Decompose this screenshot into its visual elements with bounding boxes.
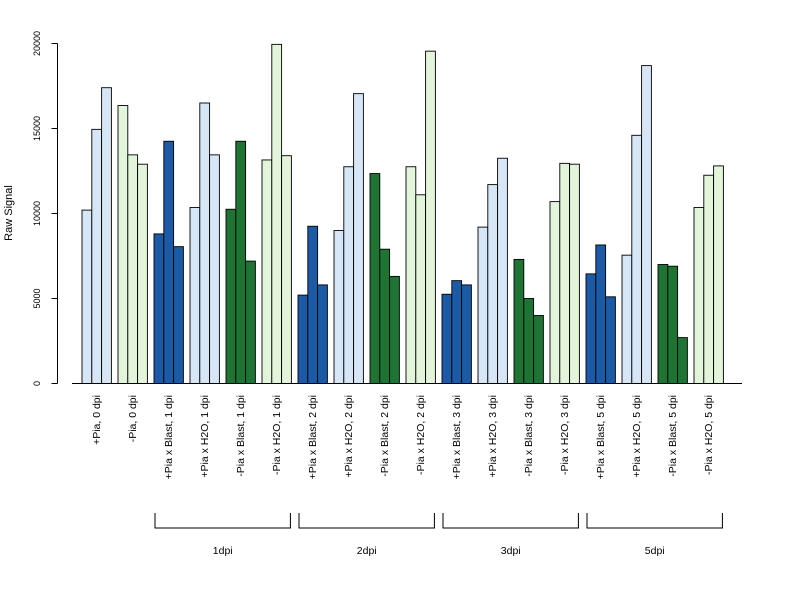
y-tick-label: 15000: [32, 116, 42, 141]
group-label: 1dpi: [213, 545, 233, 557]
x-tick-label: -Pia x H2O, 1 dpi: [271, 395, 283, 475]
x-tick-label: -Pia x H2O, 2 dpi: [415, 395, 427, 475]
bar: [405, 166, 417, 384]
bar: [569, 163, 580, 384]
group-bracket: [154, 513, 291, 529]
bar: [209, 154, 220, 384]
bar: [595, 244, 607, 384]
bar: [703, 174, 715, 384]
bar: [549, 201, 561, 384]
x-tick-label: -Pia x H2O, 3 dpi: [559, 395, 571, 475]
x-tick-label: -Pia x H2O, 5 dpi: [703, 395, 715, 475]
bar: [307, 225, 319, 384]
group-label: 3dpi: [501, 545, 521, 557]
y-axis-label: Raw Signal: [3, 185, 15, 241]
x-tick-label: +Pia x Blast, 2 dpi: [307, 395, 319, 479]
bar: [441, 293, 453, 384]
bar: [261, 159, 273, 384]
bar: [379, 248, 391, 384]
bar: [641, 65, 652, 384]
x-tick-label: +Pia x H2O, 1 dpi: [199, 395, 211, 478]
x-tick-label: -Pia x Blast, 1 dpi: [235, 395, 247, 477]
x-tick-label: +Pia x H2O, 3 dpi: [487, 395, 499, 478]
bar: [425, 50, 436, 384]
bar: [451, 280, 463, 384]
x-tick-label: -Pia, 0 dpi: [127, 395, 139, 442]
y-axis: 0 5000 10000 15000 20000: [32, 31, 58, 386]
bar: [225, 208, 237, 384]
bar: [523, 298, 535, 384]
bar: [101, 87, 112, 384]
bar: [605, 296, 616, 384]
bar: [281, 155, 292, 384]
x-tick-label: +Pia x Blast, 5 dpi: [595, 395, 607, 479]
x-tick-label: -Pia x Blast, 3 dpi: [523, 395, 535, 477]
bar: [173, 246, 184, 384]
bar: [477, 226, 489, 384]
group-label: 2dpi: [357, 545, 377, 557]
bar: [297, 294, 309, 384]
category-labels: +Pia, 0 dpi -Pia, 0 dpi +Pia x Blast, 1 dp…: [91, 395, 715, 479]
bar: [713, 165, 724, 384]
x-tick-label: +Pia x Blast, 3 dpi: [451, 395, 463, 479]
bar: [81, 209, 93, 384]
bar: [621, 254, 633, 384]
y-tick-label: 10000: [32, 201, 42, 226]
x-tick-label: -Pia x Blast, 5 dpi: [667, 395, 679, 477]
x-tick-label: +Pia x H2O, 2 dpi: [343, 395, 355, 478]
bar: [677, 337, 688, 384]
bar: [189, 207, 201, 384]
bar: [271, 43, 283, 384]
bar: [127, 154, 139, 384]
bar: [461, 284, 472, 384]
bar: [235, 140, 247, 384]
x-tick-label: +Pia, 0 dpi: [91, 395, 103, 445]
bar: [585, 273, 597, 384]
y-tick-label: 0: [32, 381, 42, 386]
bar: [533, 315, 544, 384]
x-tick-label: -Pia x Blast, 2 dpi: [379, 395, 391, 477]
y-tick-label: 5000: [32, 288, 42, 308]
group-label: 5dpi: [645, 545, 665, 557]
group-bracket: [298, 513, 435, 529]
x-tick-label: +Pia x H2O, 5 dpi: [631, 395, 643, 478]
bar: [693, 207, 705, 384]
bar: [559, 162, 571, 384]
bar: [487, 184, 499, 384]
bar: [199, 102, 211, 384]
bar: [389, 275, 400, 384]
bar: [415, 194, 427, 384]
bar: [631, 134, 643, 384]
bar: [353, 93, 364, 384]
group-bracket: [586, 513, 723, 529]
bar: [369, 173, 381, 384]
bar: [317, 284, 328, 384]
bar: [333, 230, 345, 384]
bar: [153, 233, 165, 384]
bar: [343, 166, 355, 384]
bar: [497, 157, 508, 384]
bars: [81, 43, 724, 384]
y-tick-label: 20000: [32, 31, 42, 56]
bar: [91, 128, 103, 384]
x-tick-label: +Pia x Blast, 1 dpi: [163, 395, 175, 479]
bar: [163, 140, 175, 384]
bar: [513, 258, 525, 384]
group-brackets: 1dpi 2dpi 3dpi 5dpi: [154, 513, 723, 557]
group-bracket: [442, 513, 579, 529]
bar: [117, 105, 129, 384]
bar: [667, 265, 679, 384]
bar: [657, 264, 669, 384]
bar: [137, 163, 148, 384]
bar: [245, 260, 256, 384]
